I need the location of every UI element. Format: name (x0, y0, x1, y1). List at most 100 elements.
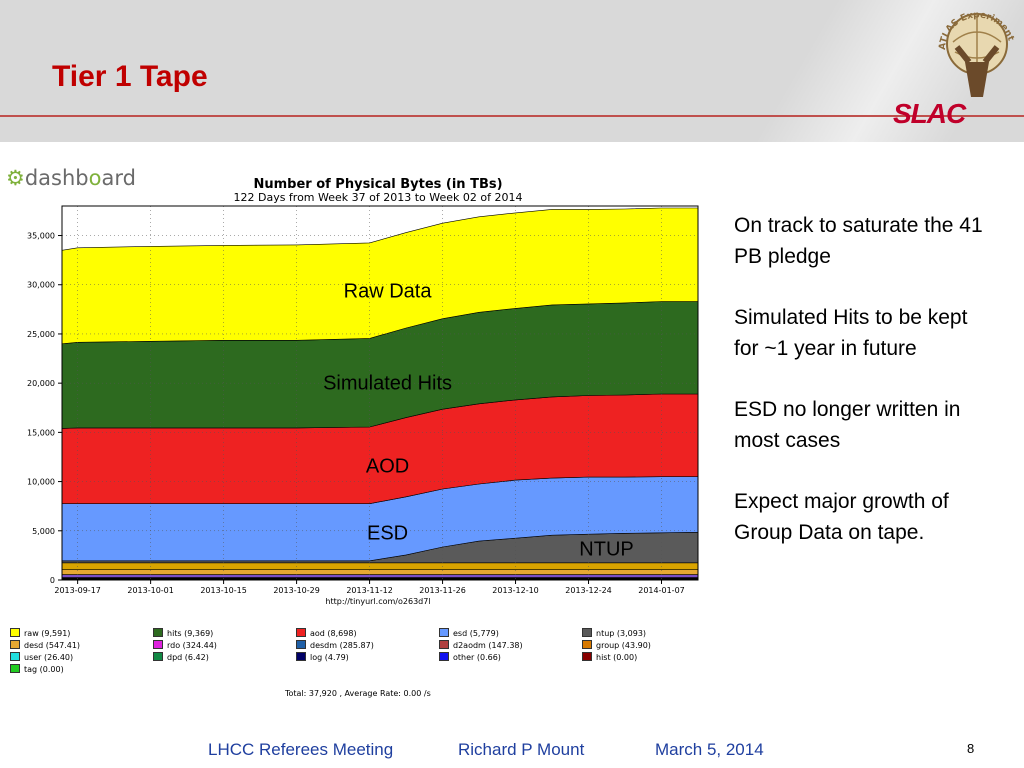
legend-swatch (10, 664, 20, 673)
slac-logo: SLAC (893, 98, 966, 129)
legend-swatch (153, 652, 163, 661)
y-tick-label: 15,000 (27, 428, 55, 437)
x-tick-label: 2014-01-07 (638, 586, 685, 595)
bullet-item: Simulated Hits to be kept for ~1 year in… (734, 306, 968, 360)
legend-label: aod (8,698) (310, 629, 357, 638)
legend-item: raw (9,591) (10, 628, 70, 639)
chart-subtitle: 122 Days from Week 37 of 2013 to Week 02… (233, 191, 522, 204)
legend-label: esd (5,779) (453, 629, 499, 638)
legend-item: hits (9,369) (153, 628, 213, 639)
y-tick-label: 30,000 (27, 281, 55, 290)
legend-swatch (582, 640, 592, 649)
x-tick-label: 2013-11-26 (419, 586, 466, 595)
header-rule (0, 115, 1024, 117)
chart-total: Total: 37,920 , Average Rate: 0.00 /s (285, 689, 431, 698)
area-layer (61, 207, 699, 581)
bullet-item: Expect major growth of Group Data on tap… (734, 490, 949, 544)
area-desdm (61, 574, 699, 578)
legend-label: raw (9,591) (24, 629, 71, 638)
bullet-item: ESD no longer written in most cases (734, 398, 961, 452)
legend-item: d2aodm (147.38) (439, 640, 523, 651)
legend-swatch (10, 652, 20, 661)
y-tick-label: 20,000 (27, 379, 55, 388)
legend-label: desdm (285.87) (310, 641, 374, 650)
x-tick-layer: 2013-09-17 2013-10-01 2013-10-15 2013-10-29… (54, 580, 685, 595)
dashboard-logo-mark-icon: ⚙ (6, 166, 25, 190)
area-label-layer: Raw Data Simulated Hits AOD ESD NTUP (323, 281, 634, 561)
area-label-hits: Simulated Hits (323, 373, 452, 395)
footer-author: Richard P Mount (458, 740, 585, 759)
legend-item: user (26.40) (10, 652, 73, 663)
legend-label: rdo (324.44) (167, 641, 217, 650)
bullet-list: On track to saturate the 41 PB pledge Si… (734, 210, 994, 578)
legend-swatch (439, 652, 449, 661)
legend-swatch (153, 628, 163, 637)
legend-swatch (296, 628, 306, 637)
legend-swatch (296, 640, 306, 649)
area-desd (61, 569, 699, 575)
atlas-logo-icon: ATLAS Experiment (938, 10, 1016, 97)
plot-frame (61, 205, 699, 581)
legend-label: log (4.79) (310, 653, 349, 662)
legend-item: tag (0.00) (10, 664, 64, 675)
legend-swatch (10, 628, 20, 637)
y-tick-label: 0 (50, 576, 55, 585)
chart-url-label: http://tinyurl.com/o263d7l (325, 597, 430, 606)
header-gloss (600, 0, 1024, 142)
legend-label: group (43.90) (596, 641, 651, 650)
y-tick-label: 10,000 (27, 478, 55, 487)
dashboard-logo: ⚙dashboard (6, 166, 136, 190)
legend-label: user (26.40) (24, 653, 74, 662)
y-tick-label: 5,000 (32, 527, 55, 536)
slide-header (0, 0, 1024, 142)
x-tick-label: 2013-10-01 (127, 586, 174, 595)
y-tick-label: 35,000 (27, 232, 55, 241)
legend-item: desdm (285.87) (296, 640, 374, 651)
legend-swatch (582, 628, 592, 637)
legend-swatch (153, 640, 163, 649)
legend-label: dpd (6.42) (167, 653, 209, 662)
bullet-item: On track to saturate the 41 PB pledge (734, 214, 983, 268)
legend-label: hist (0.00) (596, 653, 638, 662)
x-tick-label: 2013-09-17 (54, 586, 101, 595)
legend-label: d2aodm (147.38) (453, 641, 523, 650)
page-number: 8 (967, 741, 975, 756)
x-tick-label: 2013-10-29 (273, 586, 320, 595)
dashboard-logo-suffix: ard (101, 166, 136, 190)
legend-item: hist (0.00) (582, 652, 637, 663)
x-tick-label: 2013-12-10 (492, 586, 539, 595)
legend-label: hits (9,369) (167, 629, 214, 638)
area-label-aod: AOD (366, 455, 409, 477)
legend-item: group (43.90) (582, 640, 651, 651)
legend-swatch (582, 652, 592, 661)
slide-title: Tier 1 Tape (52, 60, 208, 93)
legend-item: aod (8,698) (296, 628, 357, 639)
footer-date: March 5, 2014 (655, 740, 764, 759)
legend-item: esd (5,779) (439, 628, 499, 639)
legend-swatch (296, 652, 306, 661)
legend-label: tag (0.00) (24, 665, 64, 674)
legend-item: desd (547.41) (10, 640, 80, 651)
x-tick-label: 2013-11-12 (346, 586, 393, 595)
legend-label: ntup (3,093) (596, 629, 647, 638)
legend-swatch (439, 640, 449, 649)
y-tick-layer: 0 5,000 10,000 15,000 20,000 25,000 30,000 35,0… (27, 232, 62, 585)
legend-item: dpd (6.42) (153, 652, 209, 663)
y-tick-label: 25,000 (27, 330, 55, 339)
legend-swatch (439, 628, 449, 637)
area-label-ntup: NTUP (579, 539, 633, 561)
dashboard-logo-prefix: dashb (24, 166, 89, 190)
legend-label: desd (547.41) (24, 641, 81, 650)
legend-label: other (0.66) (453, 653, 501, 662)
footer-meeting: LHCC Referees Meeting (208, 740, 394, 759)
legend-swatch (10, 640, 20, 649)
legend-item: other (0.66) (439, 652, 501, 663)
chart-title: Number of Physical Bytes (in TBs) (253, 177, 502, 192)
stacked-area-chart: Number of Physical Bytes (in TBs) 122 Da… (27, 177, 699, 606)
legend-item: log (4.79) (296, 652, 349, 663)
x-tick-label: 2013-10-15 (200, 586, 247, 595)
area-label-raw: Raw Data (344, 281, 433, 303)
x-tick-label: 2013-12-24 (565, 586, 612, 595)
area-group (61, 562, 699, 570)
area-label-esd: ESD (367, 522, 408, 544)
